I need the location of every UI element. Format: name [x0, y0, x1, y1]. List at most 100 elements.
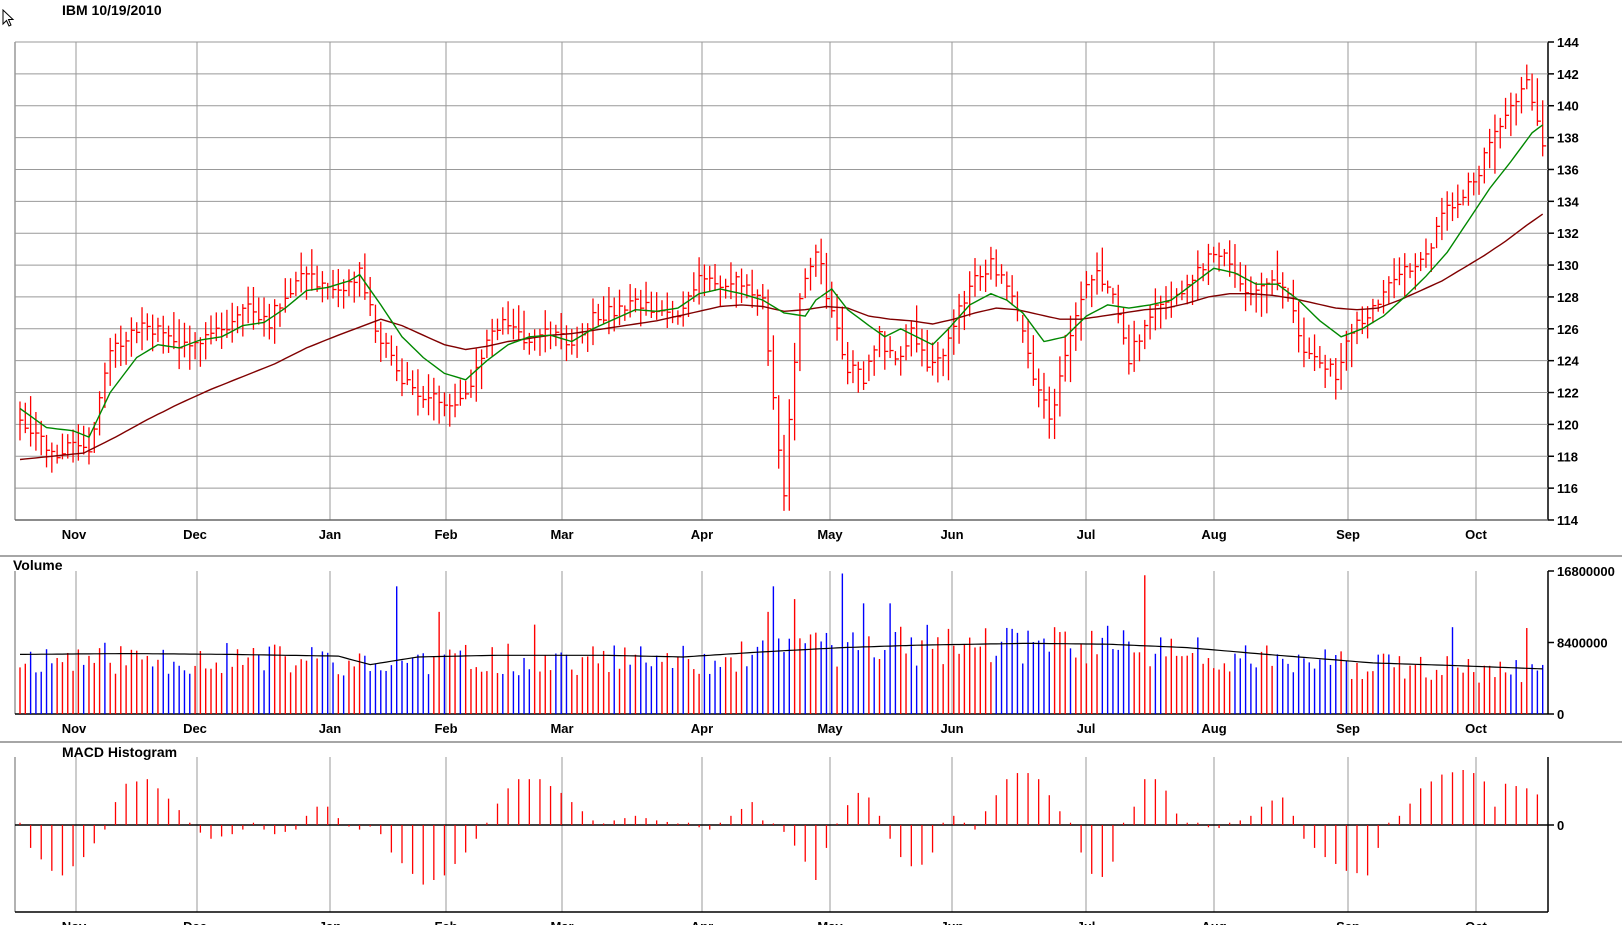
price-ohlc-bar [369, 276, 374, 317]
price-ohlc-bar [1451, 192, 1456, 222]
price-ohlc-bar [1499, 117, 1504, 149]
volume-month-label: Feb [434, 721, 457, 736]
price-ohlc-bar [1324, 354, 1329, 388]
price-ohlc-bar [311, 249, 316, 291]
price-ohlc-bar [454, 383, 459, 418]
price-ohlc-bar [1069, 315, 1074, 383]
price-ohlc-bar [358, 262, 364, 297]
price-ohlc-bar [852, 350, 857, 384]
price-ohlc-bar [486, 329, 491, 358]
price-ohlc-bar [624, 305, 629, 321]
price-ohlc-bar [406, 362, 411, 386]
price-ohlc-bar [502, 307, 507, 335]
volume-month-label: Nov [62, 721, 87, 736]
price-ohlc-bar [141, 307, 146, 351]
price-ohlc-bar [19, 401, 24, 441]
price-ohlc-bar [1372, 298, 1377, 324]
price-ohlc-bar [719, 275, 724, 307]
price-ohlc-bar [1420, 252, 1425, 272]
price-ohlc-bar [1250, 276, 1255, 306]
price-month-label: Jun [940, 527, 963, 542]
price-ohlc-bar [1366, 306, 1372, 339]
price-ohlc-bar [608, 287, 613, 335]
price-ohlc-bar [1011, 275, 1016, 306]
price-ohlc-bar [889, 336, 894, 359]
price-month-label: Oct [1465, 527, 1487, 542]
price-ohlc-bar [77, 424, 82, 461]
price-ohlc-bar [533, 329, 539, 351]
price-ohlc-bar [40, 420, 45, 456]
price-ohlc-bar [1494, 114, 1499, 174]
price-ohlc-bar [475, 348, 480, 402]
volume-panel: 0 8400000 16800000 Nov Dec Jan Feb Mar Apr May Jun… [14, 564, 1615, 736]
price-ohlc-bar [422, 385, 427, 408]
volume-average-line [20, 642, 1543, 670]
price-ohlc-bar [1319, 345, 1324, 369]
price-ohlc-bar [1239, 262, 1244, 292]
price-ohlc-bar [587, 323, 592, 352]
price-ohlc-bar [104, 362, 109, 408]
chart-title: IBM 10/19/2010 [62, 2, 162, 18]
price-ohlc-bar [316, 265, 321, 292]
price-ohlc-bar [321, 271, 326, 303]
price-ohlc-bar [857, 361, 862, 393]
price-ohlc-bar [1080, 281, 1085, 341]
price-ohlc-bar [990, 246, 995, 280]
price-ohlc-bar [947, 327, 952, 381]
price-ohlc-bar [385, 332, 390, 358]
price-ohlc-bar [284, 278, 289, 313]
price-ohlc-bar [714, 263, 719, 291]
price-tick-label: 132 [1557, 226, 1579, 241]
price-ohlc-bar [825, 252, 830, 309]
macd-month-label: Mar [550, 919, 573, 925]
price-ohlc-bar [1091, 274, 1096, 308]
price-tick-label: 136 [1557, 162, 1579, 177]
price-ohlc-bar [364, 253, 369, 300]
price-ohlc-bar [868, 354, 873, 382]
price-ohlc-bar [72, 429, 77, 463]
price-ohlc-bar [915, 305, 921, 353]
price-ohlc-bar [698, 257, 703, 305]
price-ohlc-bar [220, 312, 226, 349]
price-ohlc-bar [459, 379, 464, 406]
price-ohlc-bar [1207, 243, 1212, 285]
price-ohlc-bar [931, 342, 937, 376]
price-ohlc-bar [114, 333, 119, 368]
macd-month-label: Feb [434, 919, 457, 925]
price-ohlc-bar [1085, 271, 1090, 299]
price-ohlc-bar [1393, 258, 1398, 299]
price-ohlc-bar [396, 345, 401, 382]
price-ohlc-bar [1483, 147, 1488, 184]
price-ohlc-bar [194, 332, 199, 360]
price-ohlc-bar [894, 351, 899, 366]
price-ohlc-bar [189, 325, 194, 370]
macd-month-label: Jun [940, 919, 963, 925]
price-ohlc-bar [995, 249, 1000, 287]
price-ohlc-bar [120, 325, 125, 367]
price-ohlc-bar [390, 335, 395, 366]
price-ohlc-bar [1213, 246, 1218, 263]
price-ohlc-bar [788, 399, 793, 511]
price-ohlc-bar [1382, 280, 1388, 314]
price-ohlc-bar [1244, 265, 1250, 312]
price-ohlc-bar [1292, 279, 1297, 324]
volume-tick-label: 8400000 [1557, 636, 1608, 651]
price-ohlc-bar [1032, 335, 1037, 386]
price-tick-label: 120 [1557, 417, 1579, 432]
price-ohlc-bar [178, 319, 183, 370]
price-ohlc-bar [831, 281, 836, 318]
price-ohlc-bar [1356, 311, 1361, 345]
price-ohlc-bar [1191, 274, 1197, 305]
price-ohlc-bar [926, 329, 931, 372]
price-ohlc-bar [136, 322, 141, 344]
macd-month-label: Dec [183, 919, 207, 925]
price-month-label: Apr [691, 527, 713, 542]
price-ohlc-bar [1388, 276, 1393, 304]
price-ohlc-bar [1133, 320, 1138, 372]
price-ohlc-bar [295, 271, 300, 296]
price-ohlc-bar [661, 300, 666, 316]
price-ohlc-bar [841, 306, 846, 360]
price-ohlc-bar [921, 328, 926, 367]
price-ohlc-bar [618, 289, 624, 326]
